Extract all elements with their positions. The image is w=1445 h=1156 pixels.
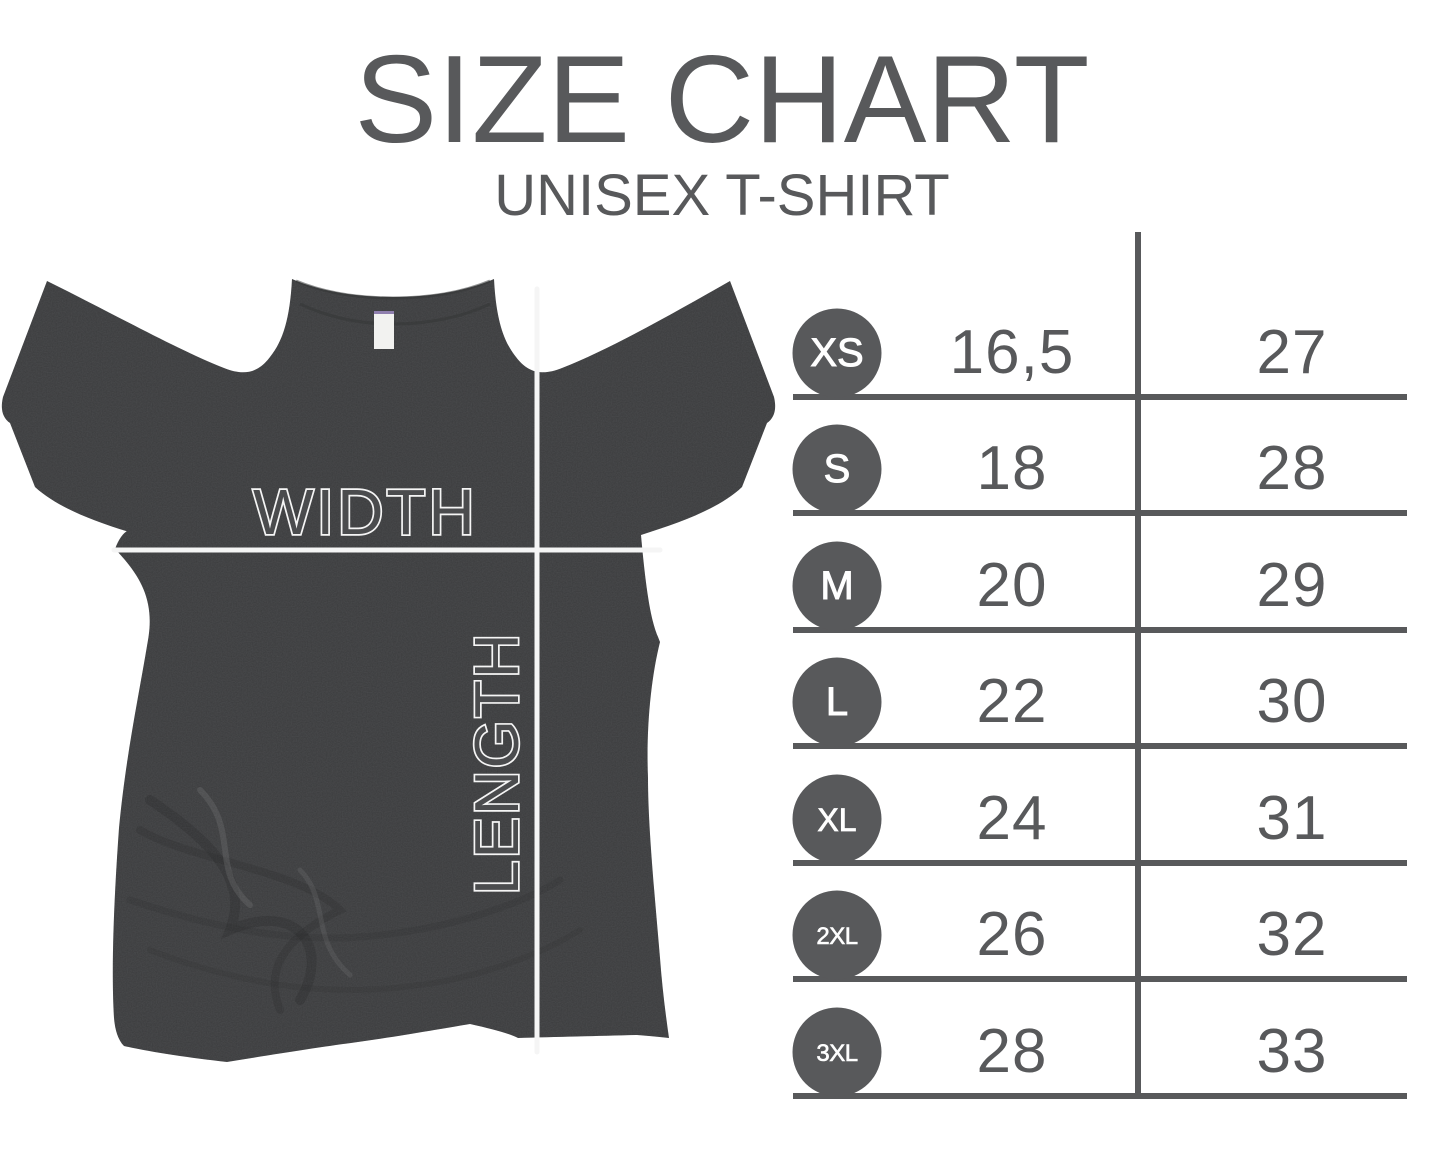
svg-text:16,5: 16,5 [950, 318, 1075, 387]
svg-text:31: 31 [1257, 784, 1328, 853]
svg-text:32: 32 [1257, 900, 1328, 969]
svg-text:28: 28 [977, 1017, 1048, 1086]
svg-text:28: 28 [1257, 434, 1328, 503]
svg-text:22: 22 [977, 667, 1048, 736]
svg-text:L: L [826, 680, 848, 724]
svg-text:M: M [820, 564, 853, 608]
svg-text:33: 33 [1257, 1017, 1328, 1086]
svg-text:30: 30 [1257, 667, 1328, 736]
svg-text:24: 24 [977, 784, 1048, 853]
svg-text:26: 26 [977, 900, 1048, 969]
svg-text:XL: XL [817, 802, 856, 838]
svg-text:S: S [824, 447, 851, 491]
svg-text:2XL: 2XL [816, 923, 857, 950]
svg-text:XS: XS [810, 331, 863, 375]
svg-text:27: 27 [1257, 318, 1328, 387]
svg-text:3XL: 3XL [816, 1040, 857, 1067]
svg-text:20: 20 [977, 551, 1048, 620]
svg-text:29: 29 [1257, 551, 1328, 620]
svg-text:18: 18 [977, 434, 1048, 503]
